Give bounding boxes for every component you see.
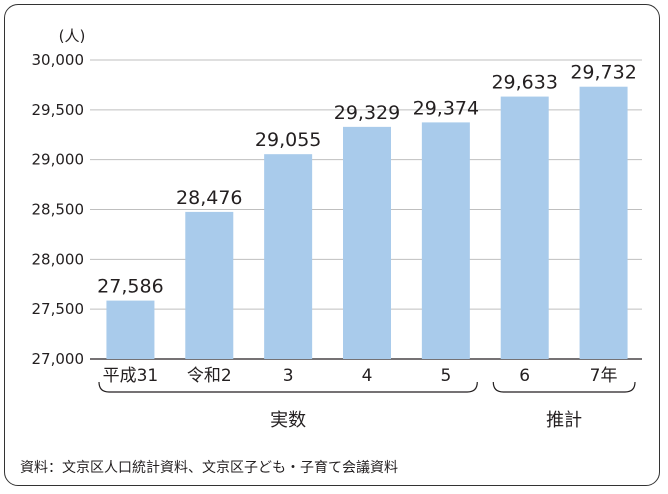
group-bracket — [492, 381, 636, 393]
group-brackets: 実数 推計 — [98, 381, 636, 431]
x-category-label: 6 — [519, 366, 530, 386]
x-category-label: 令和2 — [187, 366, 232, 386]
bars — [106, 86, 628, 360]
data-label: 29,329 — [334, 102, 400, 124]
data-label: 29,055 — [255, 129, 321, 151]
group-bracket — [98, 381, 478, 393]
bar — [185, 211, 234, 359]
y-tick-label: 30,000 — [32, 51, 85, 69]
bar — [264, 154, 313, 359]
data-label: 28,476 — [176, 187, 242, 209]
bar — [343, 126, 391, 359]
x-category-label: 3 — [283, 366, 294, 386]
chart-frame — [4, 4, 660, 486]
bar — [500, 96, 549, 359]
data-label: 29,732 — [570, 62, 636, 84]
y-tick-label: 28,500 — [32, 201, 85, 219]
data-label: 27,586 — [97, 276, 163, 298]
bar — [421, 122, 470, 360]
data-label: 29,374 — [413, 97, 479, 119]
group-label: 推計 — [546, 410, 582, 431]
data-labels: 27,586 28,476 29,055 29,329 29,374 29,633 29,7… — [97, 62, 637, 298]
y-unit-label: (人) — [59, 27, 86, 45]
x-category-label: 7年 — [590, 366, 618, 386]
gridlines — [90, 59, 642, 360]
bar — [106, 300, 155, 359]
x-category-label: 5 — [440, 366, 451, 386]
x-category-label: 4 — [362, 366, 373, 386]
y-tick-label: 29,500 — [32, 101, 85, 119]
y-tick-label: 29,000 — [32, 151, 85, 169]
data-label: 29,633 — [491, 72, 557, 94]
group-label: 実数 — [270, 410, 306, 431]
y-tick-labels: 27,000 27,500 28,000 28,500 29,000 29,500 30,0… — [32, 51, 85, 368]
y-tick-label: 28,000 — [32, 250, 85, 268]
source-note: 資料：文京区人口統計資料、文京区子ども・子育て会議資料 — [20, 459, 398, 476]
x-category-label: 平成31 — [103, 366, 159, 386]
y-tick-label: 27,000 — [32, 350, 85, 368]
x-category-labels: 平成31 令和2 3 4 5 6 7年 — [103, 366, 618, 386]
y-tick-label: 27,500 — [32, 300, 85, 318]
bar — [579, 86, 628, 359]
